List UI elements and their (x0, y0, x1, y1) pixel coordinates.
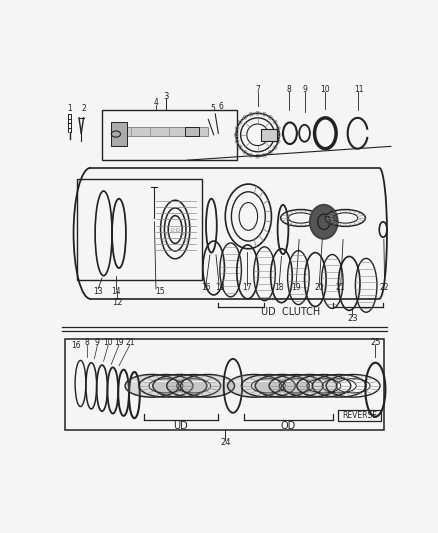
Text: UD: UD (173, 421, 188, 431)
Bar (185, 127, 199, 136)
Text: REVERSE: REVERSE (343, 411, 378, 421)
Text: 20: 20 (314, 283, 324, 292)
Bar (339, 410, 381, 421)
Ellipse shape (310, 205, 338, 239)
Text: 13: 13 (93, 287, 103, 296)
Bar (111, 123, 127, 146)
Bar (261, 128, 277, 141)
Text: 9: 9 (302, 85, 307, 94)
Bar (78, 180, 202, 280)
Text: 11: 11 (354, 85, 363, 94)
Text: 16: 16 (71, 341, 81, 350)
Text: 4: 4 (153, 98, 159, 107)
Text: 22: 22 (380, 283, 389, 292)
Text: 25: 25 (370, 338, 381, 347)
Text: UD  CLUTCH: UD CLUTCH (261, 307, 320, 317)
Text: 2: 2 (81, 104, 86, 113)
Text: 17: 17 (242, 283, 251, 292)
Text: 9: 9 (95, 338, 100, 347)
Text: 5: 5 (211, 104, 215, 113)
Text: 18: 18 (274, 283, 284, 292)
Text: 19: 19 (114, 338, 124, 347)
Text: 19: 19 (291, 283, 301, 292)
Text: 7: 7 (255, 85, 260, 94)
Text: 21: 21 (336, 283, 346, 292)
Text: 21: 21 (125, 338, 134, 347)
Text: 8: 8 (287, 85, 292, 94)
Text: 10: 10 (215, 283, 225, 292)
Text: 3: 3 (163, 92, 169, 101)
Text: OD: OD (281, 421, 296, 431)
Bar (102, 110, 237, 160)
Bar (65, 339, 384, 430)
Text: 12: 12 (112, 298, 123, 307)
Bar (111, 127, 208, 136)
Text: 14: 14 (111, 287, 121, 296)
Text: 15: 15 (155, 287, 165, 296)
Text: 10: 10 (321, 85, 330, 94)
Text: 10: 10 (103, 338, 113, 347)
Text: 16: 16 (201, 283, 211, 292)
Text: 24: 24 (220, 438, 230, 447)
Text: 8: 8 (84, 338, 89, 347)
Text: 1: 1 (67, 104, 72, 113)
Text: 6: 6 (219, 102, 224, 111)
Text: 23: 23 (347, 313, 357, 322)
